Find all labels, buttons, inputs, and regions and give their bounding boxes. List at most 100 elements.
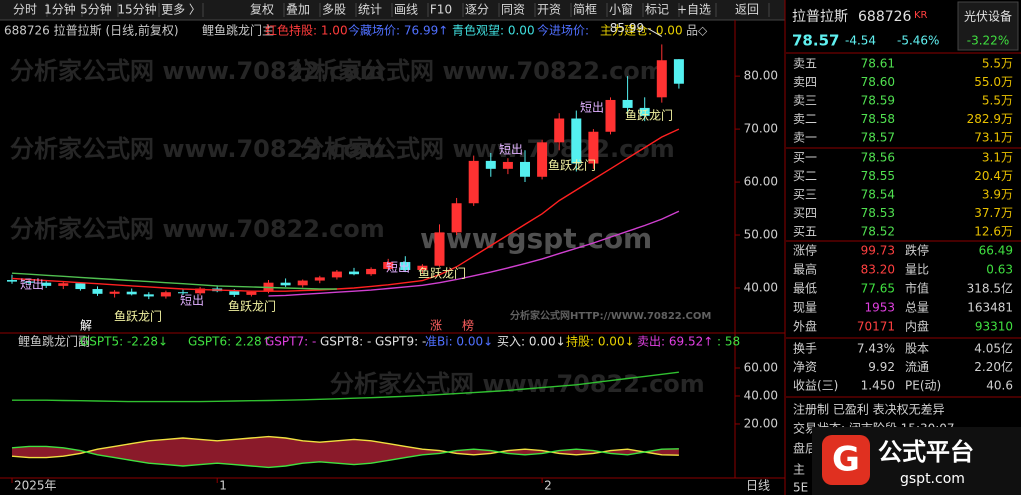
toolbar-button[interactable]: 复权 <box>250 3 274 17</box>
dynamic-layer: 分时 1分钟 5分钟 15分钟 更多 〉 复权 叠加 多股 统计 画线 F10 逐分 同资 开资 简框 小窗标… <box>4 1 1021 495</box>
stat-value: 77.65 <box>861 282 895 296</box>
indicator-param: 青色观望: 0.00 <box>452 24 535 38</box>
stat-label: 净资 <box>793 360 817 374</box>
watermark: 分析家公式网 www.70822.com <box>290 57 665 85</box>
candle-body <box>502 161 513 169</box>
candle-body <box>160 292 171 297</box>
price-pct: -5.46% <box>897 34 939 48</box>
sub-indicator-name: 鲤鱼跳龙门副 <box>18 334 90 349</box>
book-price: 78.55 <box>861 169 895 183</box>
toolbar-button[interactable]: 简框 <box>573 3 597 17</box>
watermark: 分析家公式网 www.70822.com <box>330 370 705 398</box>
toolbar-button[interactable]: 更多 〉 <box>161 3 201 17</box>
toolbar-button[interactable]: 分时 <box>13 3 37 17</box>
toolbar-button[interactable]: 5分钟 <box>80 2 112 17</box>
moving-average <box>268 210 680 297</box>
signal-label: 鱼跃龙门 <box>548 158 596 173</box>
candle-body <box>75 283 86 290</box>
candle-body <box>246 291 257 295</box>
signal-label: 短出 <box>180 294 204 308</box>
candle-body <box>24 281 35 283</box>
candle-body <box>229 291 240 295</box>
candle-body <box>314 277 325 281</box>
signal-label: 鱼跃龙门 <box>418 266 466 281</box>
y-tick-label: 60.00 <box>744 360 778 374</box>
moving-average <box>11 272 337 290</box>
stat-label: PE(动) <box>905 379 941 393</box>
book-price: 78.56 <box>861 151 895 165</box>
moving-average <box>11 128 680 292</box>
info-line: 盘后 <box>793 441 817 456</box>
stat-label: 内盘 <box>905 319 929 334</box>
book-price: 78.60 <box>861 75 895 89</box>
candle-body <box>434 232 445 266</box>
book-volume: 55.0万 <box>974 75 1013 89</box>
signal-label: 涨 <box>430 318 442 333</box>
book-volume: 3.9万 <box>982 188 1013 202</box>
candle-body <box>195 288 206 294</box>
toolbar-button[interactable]: 逐分 <box>465 3 489 17</box>
stat-value: 1.450 <box>861 379 895 393</box>
period-label: 日线 <box>746 479 770 493</box>
book-label: 买一 <box>793 151 817 165</box>
toolbar-button[interactable]: 统计 <box>358 3 382 17</box>
indicator-line <box>12 371 679 403</box>
stat-label: 收益(三) <box>793 379 838 393</box>
stat-label: 市值 <box>905 281 929 296</box>
toolbar-button[interactable]: 开资 <box>537 3 561 17</box>
book-label: 买五 <box>793 225 817 239</box>
signal-label: 鱼跃龙门 <box>625 108 673 123</box>
stat-label: 最高 <box>793 262 817 277</box>
candle-body <box>622 99 633 108</box>
indicator-param: 品◇ <box>686 24 708 38</box>
toolbar-button[interactable]: 同资 <box>501 3 525 17</box>
toolbar-button[interactable]: 返回 <box>735 3 759 17</box>
candle-body <box>588 131 599 164</box>
price-change: -4.54 <box>845 34 876 48</box>
toolbar-button[interactable]: 小窗 <box>609 3 633 17</box>
candle-body <box>349 271 359 275</box>
stat-label: 量比 <box>905 263 929 277</box>
toolbar-button[interactable]: F10 <box>430 3 452 17</box>
stat-label: 流通 <box>905 360 929 374</box>
book-price: 78.59 <box>861 94 895 108</box>
sub-indicator-param: GSPT8: - <box>320 335 371 349</box>
toolbar-button[interactable]: 标记 <box>645 3 669 17</box>
stat-value: 70171 <box>857 320 895 334</box>
book-price: 78.58 <box>861 112 895 126</box>
book-label: 买三 <box>793 188 817 202</box>
stat-value: 2.20亿 <box>974 359 1013 374</box>
toolbar-button[interactable]: 15分钟 <box>117 2 156 17</box>
candle-body <box>280 282 291 286</box>
candle-body <box>7 280 17 282</box>
sub-indicator-param: GSPT9: - <box>375 335 426 349</box>
candle-body <box>656 60 667 98</box>
toolbar-button[interactable]: +自选 <box>677 3 711 17</box>
candle-body <box>126 291 137 295</box>
book-volume: 3.1万 <box>982 151 1013 165</box>
stat-value: 318.5亿 <box>967 281 1013 296</box>
book-label: 卖四 <box>793 75 817 89</box>
stat-value: 9.92 <box>868 360 895 374</box>
book-volume: 12.6万 <box>974 225 1013 239</box>
high-arrow <box>647 27 663 37</box>
y-tick-label: 40.00 <box>744 280 778 294</box>
book-volume: 73.1万 <box>974 131 1013 145</box>
stat-label: 跌停 <box>905 243 929 258</box>
sub-indicator-param: 卖出: 69.52↑ <box>637 335 713 349</box>
sub-indicator-param: 准Bi: 0.00↓ <box>425 335 493 349</box>
toolbar-button[interactable]: 1分钟 <box>44 2 76 17</box>
stock-tag: KR <box>914 10 928 21</box>
signal-label: 短出 <box>20 278 44 292</box>
high-annotation: 85.99 <box>610 21 644 35</box>
stat-label: 总量 <box>905 301 929 315</box>
candle-body <box>537 142 548 177</box>
candle-body <box>485 160 496 169</box>
book-price: 78.61 <box>861 57 895 71</box>
stat-value: 0.63 <box>986 263 1013 277</box>
stock-code: 688726 <box>858 9 912 25</box>
toolbar-button[interactable]: 多股 <box>322 3 346 17</box>
book-label: 卖二 <box>793 112 817 126</box>
toolbar-button[interactable]: 画线 <box>394 3 418 17</box>
toolbar-button[interactable]: 叠加 <box>286 3 310 17</box>
